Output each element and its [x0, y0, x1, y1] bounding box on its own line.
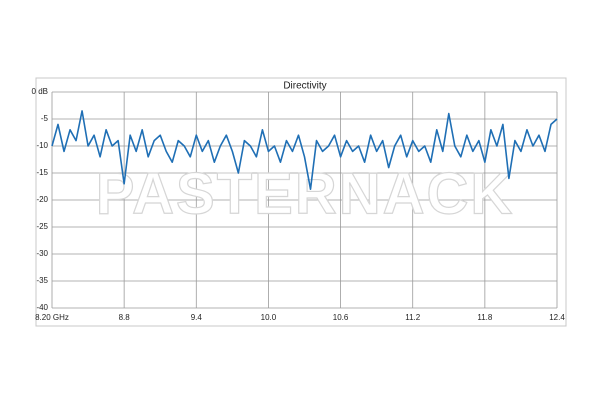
chart-title: Directivity — [283, 81, 326, 92]
y-tick-label: -30 — [36, 249, 48, 258]
grid — [51, 91, 558, 309]
x-tick-label: 8.20 GHz — [35, 313, 69, 322]
x-tick-label: 12.4 — [549, 313, 565, 322]
y-tick-label: -10 — [36, 141, 48, 150]
y-tick-label: -20 — [36, 195, 48, 204]
y-tick-label: -25 — [36, 222, 48, 231]
y-tick-label: 0 dB — [32, 87, 48, 96]
x-tick-label: 10.6 — [333, 313, 349, 322]
data-line — [51, 110, 558, 190]
watermark: PASTERNACK — [96, 161, 515, 226]
y-tick-label: -40 — [36, 303, 48, 312]
x-tick-label: 9.4 — [191, 313, 203, 322]
y-tick-label: -35 — [36, 276, 48, 285]
x-tick-label: 10.0 — [261, 313, 277, 322]
x-tick-label: 11.8 — [477, 313, 493, 322]
y-tick-label: -15 — [36, 168, 48, 177]
x-tick-label: 8.8 — [119, 313, 131, 322]
x-tick-label: 11.2 — [405, 313, 421, 322]
y-tick-label: -5 — [41, 114, 49, 123]
